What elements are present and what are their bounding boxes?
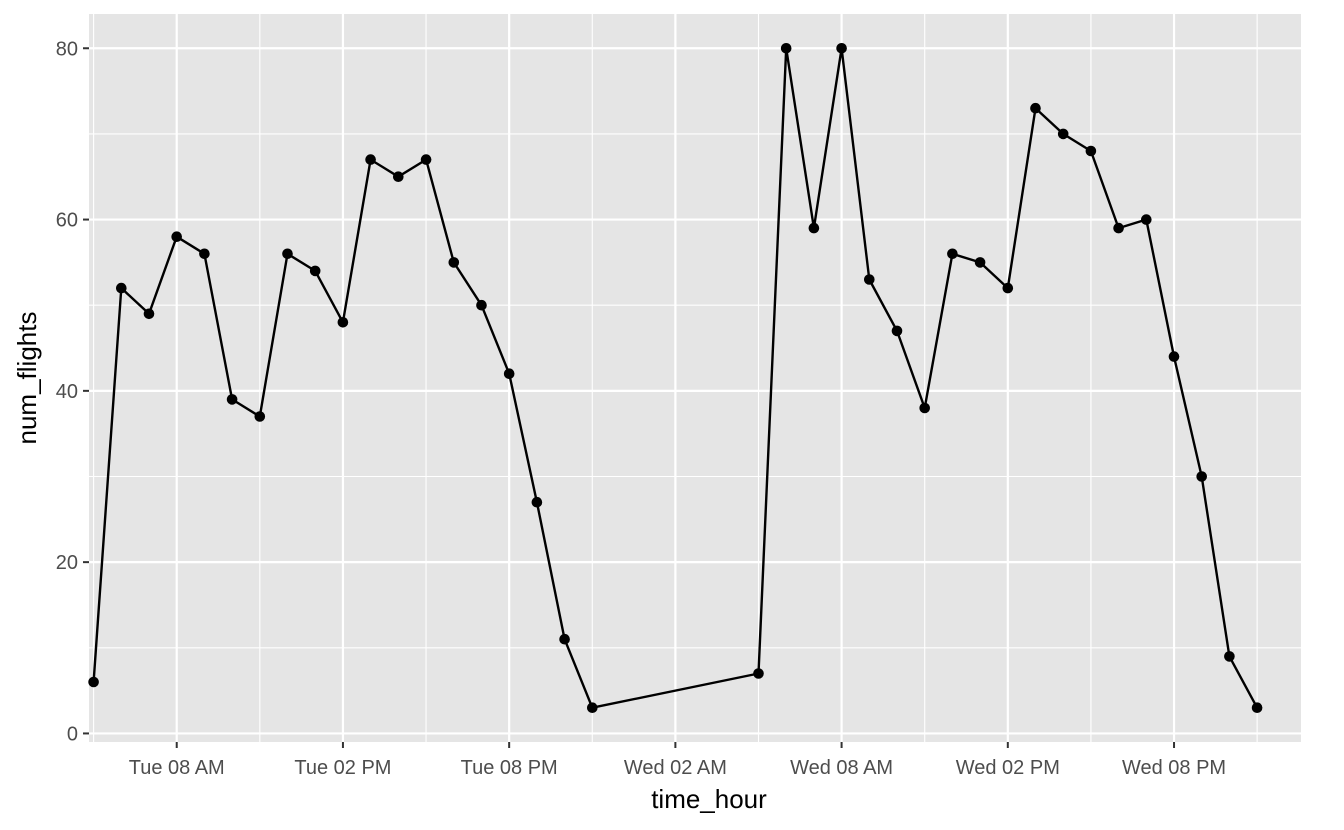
data-point [587, 702, 598, 713]
data-point [1224, 651, 1235, 662]
data-point [1141, 214, 1152, 225]
y-tick-label: 80 [56, 38, 78, 60]
x-tick-label: Tue 08 PM [461, 757, 558, 779]
data-point [1057, 128, 1069, 140]
data-point [891, 325, 903, 337]
data-point [143, 308, 155, 320]
data-point [919, 402, 930, 414]
data-point [531, 496, 543, 508]
data-point [282, 248, 293, 260]
data-point [420, 154, 432, 165]
data-point [88, 676, 99, 688]
data-point [199, 248, 210, 260]
y-tick-label: 60 [56, 210, 78, 232]
data-point [171, 231, 182, 242]
y-tick-label: 0 [67, 723, 78, 745]
data-point [476, 299, 487, 311]
data-point [1168, 351, 1180, 362]
data-point [1085, 145, 1097, 157]
data-point [780, 43, 792, 54]
data-point [309, 265, 321, 277]
x-axis: Tue 08 AM Tue 02 PM Tue 08 PM Wed 02 AM Wed … [129, 742, 1226, 779]
x-tick-label: Wed 02 AM [624, 757, 727, 779]
data-point [448, 257, 460, 268]
major-gridlines [89, 14, 1301, 742]
x-tick-label: Wed 08 AM [790, 757, 893, 779]
x-tick-label: Tue 08 AM [129, 757, 225, 779]
x-tick-label: Tue 02 PM [294, 757, 391, 779]
y-axis: 0 20 40 60 80 [56, 38, 89, 745]
data-point [226, 394, 238, 405]
data-point [503, 368, 515, 380]
data-point [559, 633, 570, 645]
x-tick-label: Wed 08 PM [1122, 757, 1226, 779]
x-axis-title: time_hour [651, 784, 767, 814]
data-point [1030, 102, 1041, 114]
y-tick-label: 40 [56, 381, 78, 403]
data-point [254, 411, 266, 422]
data-point [864, 274, 875, 285]
data-point [1251, 702, 1263, 713]
data-point [836, 43, 847, 54]
data-point [808, 222, 820, 234]
minor-gridlines [89, 14, 1301, 742]
y-axis-title: num_flights [12, 312, 42, 445]
data-point [974, 257, 986, 268]
series-line [92, 47, 1259, 709]
data-point [753, 668, 764, 679]
data-point [337, 317, 349, 328]
plot-panel [89, 14, 1301, 742]
data-point [1196, 471, 1207, 482]
data-point [947, 248, 958, 260]
data-point [365, 154, 376, 165]
data-point [1002, 282, 1014, 294]
x-tick-label: Wed 02 PM [956, 757, 1060, 779]
data-point [116, 282, 127, 294]
y-tick-label: 20 [56, 552, 78, 574]
data-point [1113, 222, 1124, 234]
data-point [393, 171, 404, 182]
series-points [88, 43, 1263, 713]
